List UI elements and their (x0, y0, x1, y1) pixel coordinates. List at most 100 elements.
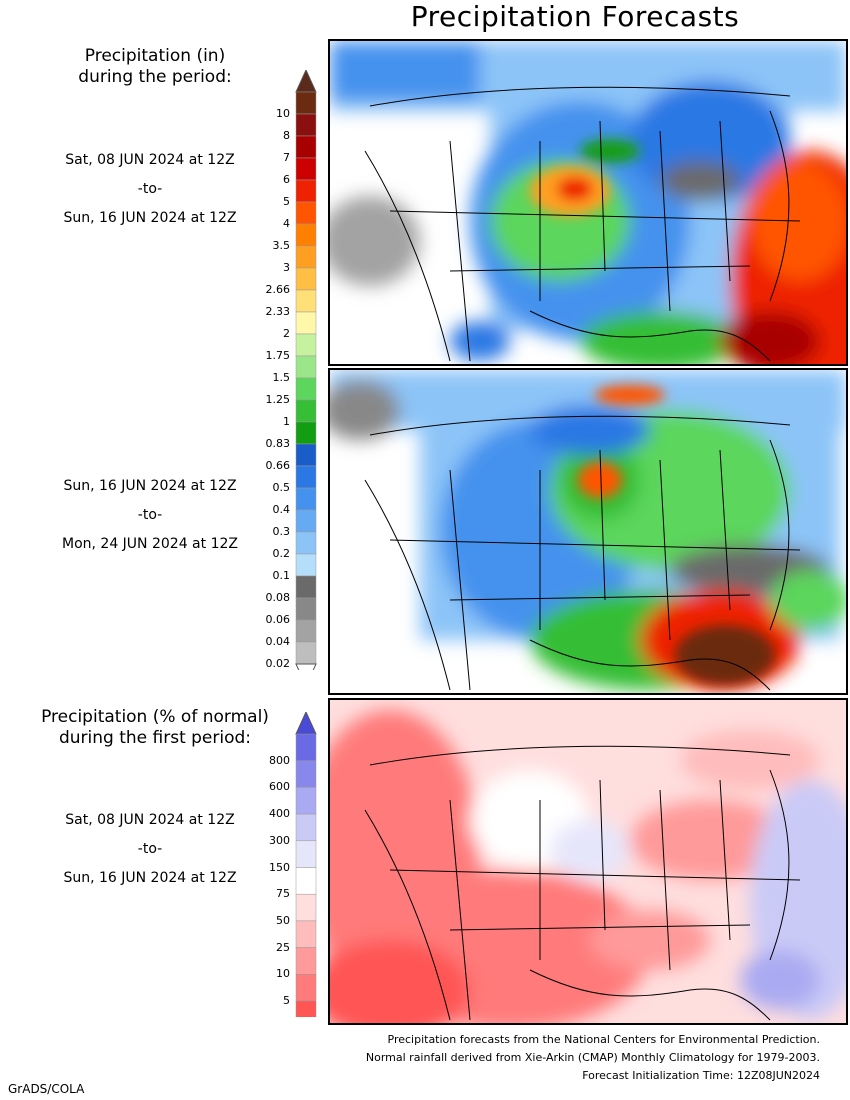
footer-line-2: Normal rainfall derived from Xie-Arkin (… (365, 1051, 820, 1064)
percent-colorbar-swatch (295, 840, 317, 868)
precip-colorbar-swatch (295, 377, 317, 401)
precip-map-2 (330, 370, 846, 693)
precip-colorbar-tick-label: 0.04 (265, 635, 291, 648)
precip-map-1 (330, 41, 846, 364)
period-3-label: Sat, 08 JUN 2024 at 12Z -to- Sun, 16 JUN… (10, 806, 290, 893)
percent-colorbar-swatch (295, 813, 317, 842)
precip-colorbar-tick-label: 1.25 (265, 393, 291, 406)
state-boundaries-3 (364, 745, 801, 1021)
grads-credit: GrADS/COLA (8, 1082, 85, 1096)
percent-colorbar (295, 712, 317, 1017)
period-3-end: Sun, 16 JUN 2024 at 12Z (63, 870, 237, 886)
period-1-sep: -to- (137, 181, 163, 197)
precip-colorbar-swatch (295, 575, 317, 599)
precip-colorbar-tick-label: 1 (283, 415, 290, 428)
percent-colorbar-tick-label: 800 (269, 753, 290, 767)
percent-colorbar-tick-label: 400 (269, 807, 290, 821)
precip-colorbar-swatch (295, 135, 317, 159)
footer-notes: Precipitation forecasts from the Nationa… (366, 1031, 820, 1085)
precip-colorbar-tick-label: 4 (283, 217, 290, 230)
map-panel-percent-normal (328, 698, 848, 1025)
precip-colorbar-bottom-arrow (295, 663, 317, 670)
footer-line-3: Forecast Initialization Time: 12Z08JUN20… (582, 1069, 820, 1082)
period-2-start: Sun, 16 JUN 2024 at 12Z (63, 478, 237, 494)
precip-colorbar-tick-label: 0.83 (265, 437, 291, 450)
precip-colorbar-tick-label: 0.06 (265, 613, 291, 626)
precip-colorbar-swatch (295, 91, 317, 115)
precip-colorbar-tick-label: 3.5 (272, 239, 291, 252)
percent-legend-title: Precipitation (% of normal) during the f… (10, 707, 300, 749)
precip-colorbar-tick-label: 6 (283, 173, 290, 186)
percent-colorbar-swatch (295, 920, 317, 948)
precip-colorbar-tick-label: 0.02 (265, 657, 291, 670)
percent-colorbar-tick-label: 75 (276, 887, 290, 901)
percent-colorbar-tick-label: 600 (269, 780, 290, 794)
precip-colorbar (295, 70, 317, 670)
precip-colorbar-swatch (295, 641, 317, 665)
precip-colorbar-swatch (295, 465, 317, 489)
precip-colorbar-swatch (295, 619, 317, 643)
period-2-sep: -to- (137, 507, 163, 523)
period-3-start: Sat, 08 JUN 2024 at 12Z (65, 812, 235, 828)
precip-colorbar-swatch (295, 113, 317, 137)
precip-colorbar-swatch (295, 267, 317, 291)
percent-colorbar-tick-label: 5 (283, 994, 290, 1007)
precip-legend-title-line2: during the period: (78, 67, 232, 87)
precip-colorbar-tick-label: 8 (283, 129, 290, 142)
footer-line-1: Precipitation forecasts from the Nationa… (387, 1033, 821, 1046)
precip-colorbar-tick-label: 0.1 (272, 569, 291, 582)
percent-colorbar-swatch (295, 787, 317, 815)
state-boundaries (364, 86, 801, 362)
period-1-end: Sun, 16 JUN 2024 at 12Z (63, 210, 237, 226)
precip-colorbar-tick-label: 2.33 (265, 305, 291, 318)
percent-colorbar-swatch (295, 733, 317, 761)
precip-colorbar-tick-label: 0.08 (265, 591, 291, 604)
percent-legend-title-line1: Precipitation (% of normal) (41, 707, 269, 727)
percent-normal-map (330, 700, 846, 1023)
precip-colorbar-tick-label: 0.4 (272, 503, 291, 516)
precip-colorbar-tick-label: 0.2 (272, 547, 291, 560)
precip-colorbar-top-arrow (295, 70, 317, 93)
precip-colorbar-swatch (295, 553, 317, 577)
precip-colorbar-swatch (295, 179, 317, 203)
percent-colorbar-swatch (295, 867, 317, 895)
precip-colorbar-swatch (295, 333, 317, 357)
precip-colorbar-tick-label: 1.5 (272, 371, 291, 384)
percent-colorbar-swatch (295, 974, 317, 1002)
map-panel-period-1 (328, 39, 848, 366)
percent-colorbar-tick-label: 300 (269, 833, 290, 847)
precip-colorbar-tick-label: 1.75 (265, 349, 291, 362)
precip-colorbar-swatch (295, 487, 317, 511)
precip-colorbar-tick-label: 2.66 (265, 283, 291, 296)
precip-colorbar-tick-label: 7 (283, 151, 290, 164)
precip-colorbar-swatch (295, 201, 317, 225)
percent-colorbar-tick-label: 10 (276, 967, 290, 981)
percent-colorbar-swatch (295, 947, 317, 975)
precip-colorbar-swatch (295, 509, 317, 533)
percent-colorbar-swatch (295, 893, 317, 922)
precip-colorbar-swatch (295, 157, 317, 181)
percent-colorbar-swatch (295, 760, 317, 788)
percent-colorbar-tick-label: 25 (276, 940, 290, 954)
precip-colorbar-swatch (295, 355, 317, 379)
precip-colorbar-swatch (295, 289, 317, 313)
precip-colorbar-swatch (295, 531, 317, 555)
precip-colorbar-swatch (295, 223, 317, 247)
precip-colorbar-swatch (295, 597, 317, 621)
precip-legend-title-line1: Precipitation (in) (84, 46, 226, 66)
percent-colorbar-swatch (295, 1000, 317, 1017)
precip-colorbar-tick-label: 10 (276, 107, 290, 120)
period-1-start: Sat, 08 JUN 2024 at 12Z (65, 152, 235, 168)
precip-colorbar-tick-label: 0.5 (272, 481, 291, 494)
precip-colorbar-swatch (295, 311, 317, 335)
percent-colorbar-tick-label: 150 (269, 860, 290, 874)
precip-colorbar-swatch (295, 421, 317, 445)
period-2-end: Mon, 24 JUN 2024 at 12Z (62, 536, 238, 552)
precip-legend-title: Precipitation (in) during the period: (10, 46, 300, 88)
precip-colorbar-tick-label: 3 (283, 261, 290, 274)
percent-colorbar-tick-label: 50 (276, 913, 290, 927)
precip-colorbar-tick-label: 2 (283, 327, 290, 340)
precip-colorbar-swatch (295, 245, 317, 269)
precip-colorbar-swatch (295, 443, 317, 467)
period-1-label: Sat, 08 JUN 2024 at 12Z -to- Sun, 16 JUN… (10, 146, 290, 233)
